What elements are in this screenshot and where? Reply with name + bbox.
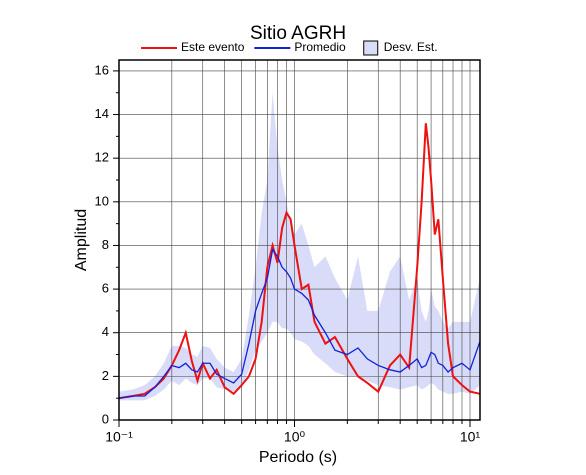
legend-label: Este evento (181, 40, 245, 54)
y-tick-label: 8 (102, 237, 109, 252)
y-tick-label: 16 (95, 62, 109, 77)
y-axis-label: Amplitud (73, 209, 90, 271)
series-line (118, 123, 481, 400)
y-tick-label: 12 (95, 150, 109, 165)
series-line (118, 248, 481, 399)
x-tick-label: 10⁻¹ (105, 429, 133, 445)
x-axis-label: Periodo (s) (259, 449, 337, 466)
legend-swatch (363, 40, 379, 56)
legend-label: Desv. Est. (384, 40, 438, 54)
legend-label: Promedio (294, 40, 346, 54)
y-tick-label: 4 (102, 324, 109, 339)
x-tick-label: 10⁰ (284, 429, 306, 445)
x-tick-label: 10¹ (460, 429, 481, 445)
chart-title: Sitio AGRH (250, 23, 346, 44)
y-tick-label: 2 (102, 368, 109, 383)
y-tick-label: 0 (102, 411, 109, 426)
y-tick-label: 10 (95, 193, 109, 208)
y-tick-label: 6 (102, 281, 109, 296)
plot-frame (118, 59, 481, 421)
y-tick-label: 14 (95, 106, 109, 121)
std-band (119, 92, 480, 401)
